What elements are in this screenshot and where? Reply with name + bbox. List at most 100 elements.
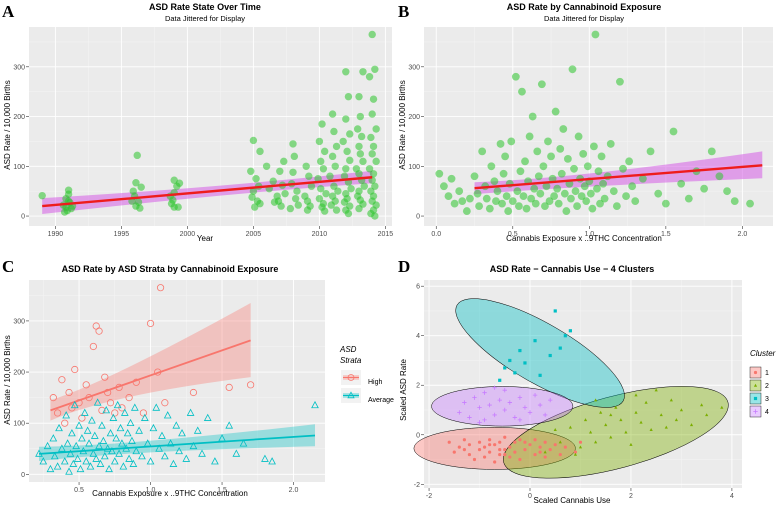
data-point — [365, 73, 374, 81]
cluster-point-2 — [700, 403, 704, 407]
cluster-point-2 — [594, 440, 598, 444]
cluster-point-3 — [518, 348, 522, 353]
cluster-point-3 — [503, 366, 507, 370]
data-point — [262, 162, 271, 170]
data-point — [519, 192, 528, 201]
cluster-point-2 — [659, 413, 663, 417]
data-point-average — [70, 400, 79, 409]
x-tick-label: -2 — [426, 493, 432, 500]
cluster-point-1 — [462, 438, 466, 442]
data-point — [574, 132, 583, 141]
data-point-average — [62, 411, 71, 419]
cluster-point-3 — [563, 334, 567, 338]
data-point-average — [182, 454, 191, 462]
cluster-point-2 — [558, 440, 562, 444]
data-point — [256, 199, 264, 208]
cluster-ellipse-1 — [413, 427, 576, 470]
cluster-point-2 — [578, 445, 583, 449]
panel-b-xlabel: Cannabis Exposure x ..9THC Concentration — [506, 234, 662, 243]
data-point — [530, 184, 539, 193]
cluster-point-2 — [720, 405, 724, 409]
data-point-high — [95, 327, 103, 335]
cluster-point-4 — [497, 397, 502, 403]
data-point — [591, 30, 600, 39]
data-point — [560, 189, 569, 198]
cluster-point-4 — [527, 410, 533, 415]
cluster-point-4 — [517, 417, 523, 423]
data-point — [317, 184, 325, 193]
cluster-point-4 — [457, 410, 462, 415]
legend-key-marker — [753, 396, 758, 401]
data-point-average — [68, 429, 76, 437]
data-point — [551, 107, 560, 116]
legend-key-marker — [753, 370, 758, 375]
data-point-average — [69, 459, 78, 467]
data-point — [521, 157, 529, 166]
data-point-average — [149, 423, 158, 432]
data-point — [606, 140, 615, 148]
data-point — [289, 140, 297, 148]
cluster-point-4 — [492, 412, 497, 418]
data-point-average — [186, 408, 195, 416]
data-point-average — [66, 449, 75, 457]
data-point — [256, 147, 264, 156]
cluster-point-3 — [538, 373, 542, 377]
cluster-point-1 — [452, 450, 456, 454]
data-point-average — [50, 452, 59, 460]
cluster-point-1 — [462, 448, 466, 452]
data-point — [596, 199, 604, 208]
regression-line-high — [50, 339, 251, 412]
data-point — [557, 169, 566, 178]
data-point — [347, 184, 355, 193]
y-tick-label: 100 — [408, 164, 420, 171]
data-point — [730, 197, 739, 206]
y-tick-label: 200 — [13, 114, 25, 121]
data-point-average — [100, 452, 109, 460]
cluster-point-3 — [523, 361, 527, 365]
cluster-point-4 — [492, 385, 497, 390]
data-point — [537, 80, 546, 89]
data-point — [318, 120, 326, 128]
cluster-point-3 — [513, 371, 517, 375]
data-point-average — [160, 452, 169, 460]
data-point — [631, 197, 640, 206]
panel-label-a: A — [2, 2, 15, 21]
data-point — [562, 207, 571, 215]
y-tick-label: 100 — [13, 421, 25, 428]
cluster-point-2 — [619, 418, 623, 422]
data-point-average — [80, 408, 89, 416]
data-point-average — [198, 449, 206, 457]
cluster-point-1 — [558, 452, 562, 457]
data-point-high — [65, 388, 73, 397]
data-point-average — [146, 457, 155, 465]
data-point-average — [43, 441, 52, 450]
data-point-high — [125, 394, 133, 402]
data-point — [357, 132, 366, 141]
data-point — [356, 150, 365, 158]
data-point-average — [39, 457, 48, 465]
x-tick-label: 1990 — [48, 231, 64, 238]
data-point-average — [92, 454, 101, 462]
data-point — [359, 157, 367, 166]
data-point — [612, 202, 621, 211]
data-point-high — [247, 381, 255, 389]
x-tick-label: 0 — [528, 493, 532, 500]
data-point — [136, 204, 144, 212]
cluster-point-1 — [553, 443, 557, 447]
data-point-average — [53, 462, 62, 470]
cluster-point-1 — [523, 440, 527, 444]
data-point — [372, 157, 380, 166]
cluster-point-1 — [467, 452, 472, 457]
data-point — [570, 164, 578, 173]
data-point — [478, 147, 487, 156]
confidence-band-average — [39, 424, 315, 462]
data-point — [270, 198, 279, 206]
panel-label-c: C — [2, 257, 14, 276]
data-point-average — [175, 446, 184, 455]
panel-a-title: ASD Rate State Over Time — [149, 2, 261, 12]
cluster-point-1 — [538, 445, 542, 449]
cluster-point-4 — [482, 390, 487, 395]
data-point-high — [53, 409, 62, 417]
panel-b-title: ASD Rate by Cannabinoid Exposure — [507, 2, 662, 12]
cluster-point-1 — [513, 450, 517, 454]
